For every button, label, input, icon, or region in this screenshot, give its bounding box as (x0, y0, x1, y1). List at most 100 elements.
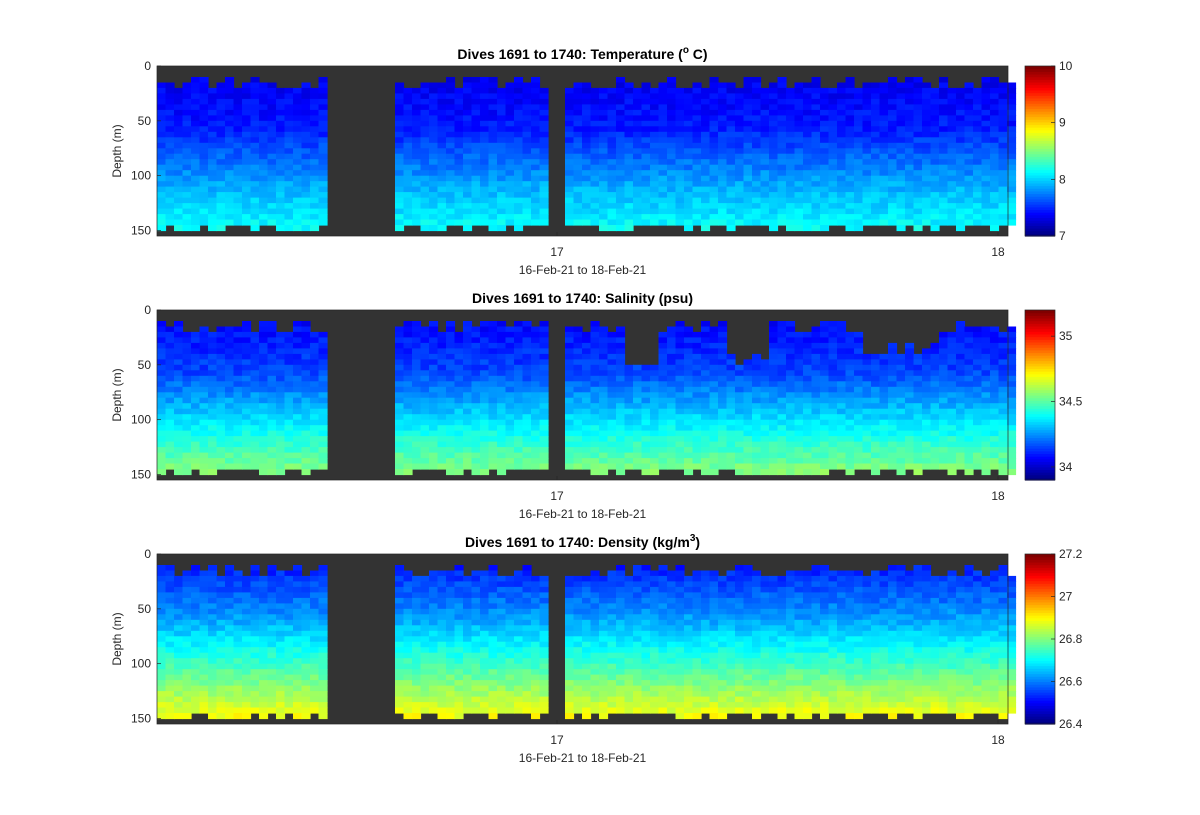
heatmap-cell (743, 359, 753, 366)
heatmap-cell (276, 219, 286, 226)
heatmap-cell (437, 225, 447, 232)
heatmap-cell (777, 104, 787, 111)
heatmap-cell (233, 104, 243, 111)
heatmap-cell (803, 375, 813, 382)
heatmap-cell (709, 463, 719, 470)
heatmap-cell (446, 463, 456, 470)
heatmap-cell (225, 463, 235, 470)
heatmap-cell (293, 359, 303, 366)
heatmap-cell (233, 109, 243, 116)
heatmap-cell (582, 126, 592, 133)
heatmap-cell (837, 214, 847, 221)
colorbar-step (1025, 312, 1055, 316)
heatmap-cell (879, 414, 889, 421)
heatmap-cell (497, 192, 507, 199)
heatmap-cell (769, 331, 779, 338)
heatmap-cell (973, 430, 983, 437)
heatmap-cell (259, 203, 269, 210)
heatmap-cell (896, 370, 906, 377)
heatmap-cell (616, 370, 626, 377)
heatmap-cell (157, 337, 167, 344)
heatmap-cell (284, 104, 294, 111)
heatmap-cell (259, 458, 269, 465)
heatmap-cell (624, 463, 634, 470)
heatmap-cell (208, 386, 218, 393)
heatmap-cell (403, 342, 413, 349)
heatmap-cell (692, 137, 702, 144)
heatmap-cell (488, 131, 498, 138)
heatmap-cell (259, 430, 269, 437)
heatmap-cell (811, 441, 821, 448)
heatmap-cell (973, 115, 983, 122)
heatmap-cell (1007, 87, 1017, 94)
heatmap-cell (284, 348, 294, 355)
heatmap-cell (837, 142, 847, 149)
heatmap-cell (599, 397, 609, 404)
heatmap-cell (1007, 115, 1017, 122)
heatmap-cell (259, 104, 269, 111)
heatmap-cell (471, 408, 481, 415)
colorbar-step (1025, 402, 1055, 407)
heatmap-cell (216, 447, 226, 454)
heatmap-cell (565, 441, 575, 448)
heatmap-cell (522, 342, 532, 349)
heatmap-cell (633, 164, 643, 171)
heatmap-cell (497, 109, 507, 116)
heatmap-cell (811, 82, 821, 89)
heatmap-cell (624, 82, 634, 89)
heatmap-cell (182, 192, 192, 199)
colorbar-step (1025, 320, 1055, 324)
heatmap-cell (463, 219, 473, 226)
heatmap-cell (837, 463, 847, 470)
heatmap-cell (709, 375, 719, 382)
heatmap-cell (497, 342, 507, 349)
heatmap-cell (420, 197, 430, 204)
heatmap-cell (726, 82, 736, 89)
heatmap-cell (650, 469, 660, 476)
heatmap-cell (786, 364, 796, 371)
heatmap-cell (769, 131, 779, 138)
heatmap-cell (599, 430, 609, 437)
heatmap-cell (760, 109, 770, 116)
heatmap-cell (565, 408, 575, 415)
heatmap-cell (429, 342, 439, 349)
heatmap-cell (437, 109, 447, 116)
heatmap-cell (420, 359, 430, 366)
heatmap-cell (718, 463, 728, 470)
heatmap-cell (930, 353, 940, 360)
heatmap-cell (777, 326, 787, 333)
heatmap-cell (437, 148, 447, 155)
heatmap-cell (735, 142, 745, 149)
heatmap-cell (998, 392, 1008, 399)
heatmap-cell (573, 441, 583, 448)
heatmap-cell (437, 208, 447, 215)
heatmap-cell (191, 170, 201, 177)
heatmap-cell (607, 348, 617, 355)
heatmap-cell (250, 364, 260, 371)
colorbar-step (1025, 381, 1055, 385)
heatmap-cell (956, 337, 966, 344)
heatmap-cell (233, 452, 243, 459)
heatmap-cell (675, 131, 685, 138)
heatmap-cell (854, 225, 864, 232)
heatmap-cell (820, 175, 830, 182)
heatmap-cell (267, 214, 277, 221)
heatmap-cell (752, 353, 762, 360)
heatmap-cell (786, 463, 796, 470)
colorbar-step (1025, 429, 1055, 433)
heatmap-cell (599, 153, 609, 160)
heatmap-cell (522, 142, 532, 149)
heatmap-cell (403, 126, 413, 133)
heatmap-cell (684, 326, 694, 333)
heatmap-cell (837, 192, 847, 199)
heatmap-cell (199, 452, 209, 459)
heatmap-cell (633, 447, 643, 454)
heatmap-cell (871, 458, 881, 465)
heatmap-cell (743, 370, 753, 377)
heatmap-cell (157, 685, 167, 692)
heatmap-cell (420, 93, 430, 100)
heatmap-cell (964, 137, 974, 144)
heatmap-cell (616, 192, 626, 199)
heatmap-cell (403, 98, 413, 105)
heatmap-cell (505, 452, 515, 459)
